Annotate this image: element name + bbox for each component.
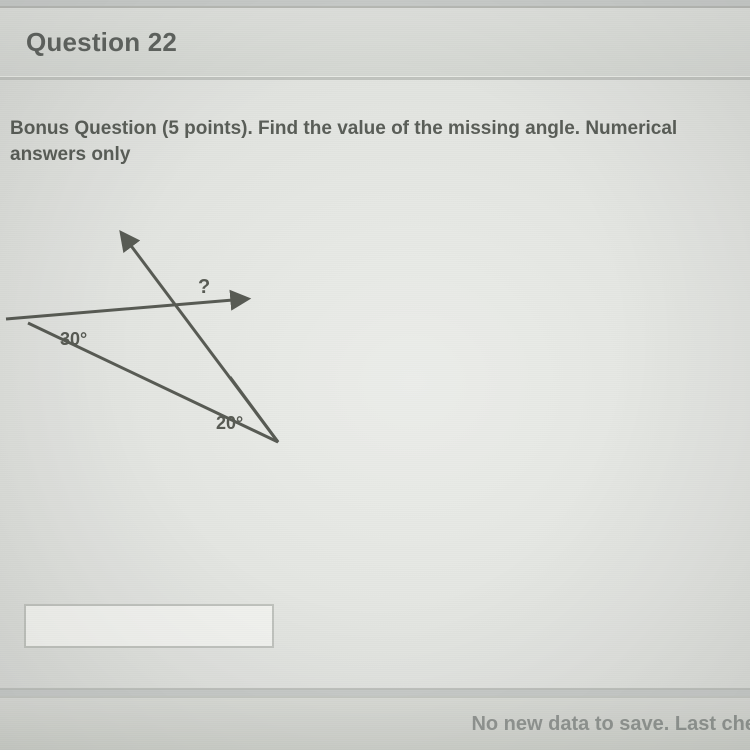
question-card: Question 22 Bonus Question (5 points). F… <box>0 6 750 690</box>
answer-input[interactable] <box>24 604 274 648</box>
label-20: 20° <box>216 413 243 433</box>
ray-a <box>6 299 245 319</box>
question-header: Question 22 <box>0 8 750 80</box>
question-body: Bonus Question (5 points). Find the valu… <box>0 80 750 507</box>
angle-diagram: ? 30° 20° <box>0 207 518 507</box>
question-prompt: Bonus Question (5 points). Find the valu… <box>8 116 742 167</box>
label-unknown: ? <box>198 276 210 298</box>
question-title: Question 22 <box>26 27 177 58</box>
autosave-footer: No new data to save. Last che <box>0 696 750 750</box>
label-30: 30° <box>60 329 87 349</box>
autosave-status: No new data to save. Last che <box>471 713 750 736</box>
